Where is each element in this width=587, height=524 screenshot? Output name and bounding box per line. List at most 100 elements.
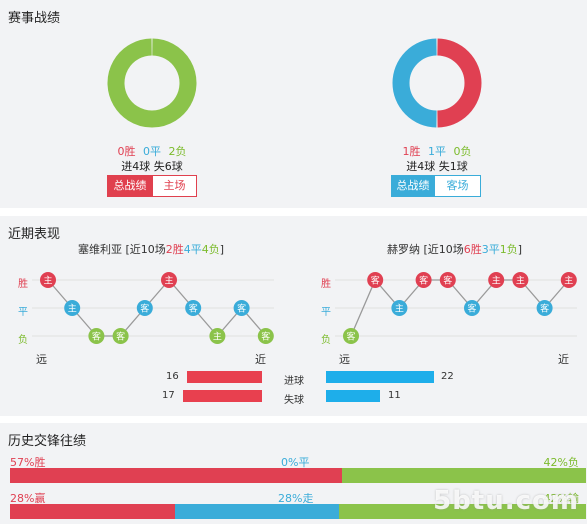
right-summary-w: 6胜 [463, 243, 482, 256]
history-row2-right: 42%输 [543, 492, 579, 505]
right-game-venue: 客 [346, 331, 355, 343]
right-game-dot [367, 272, 384, 288]
goals-against-label: 失球 [284, 395, 304, 406]
right-game-dot [464, 300, 480, 316]
right-game-dot [488, 272, 505, 288]
watermark-logo: 5btu.com [433, 486, 579, 516]
left-wdl: 0胜 0平 2负 [92, 143, 212, 159]
left-game-point-5[interactable]: 客 [136, 300, 153, 316]
right-draw: 1平 [428, 145, 446, 158]
right-game-point-2[interactable]: 客 [367, 272, 384, 288]
left-near-label: 近 [255, 353, 266, 366]
left-team-summary: 塞维利亚 [近10场2胜4平4负] [78, 241, 224, 257]
left-tabs: 总战绩 主场 [107, 175, 197, 197]
left-game-point-2[interactable]: 主 [64, 300, 81, 316]
left-game-point-9[interactable]: 客 [233, 300, 250, 316]
right-game-point-3[interactable]: 主 [391, 300, 408, 316]
tab-left-home[interactable]: 主场 [153, 175, 197, 197]
right-summary-post: ] [517, 243, 523, 256]
right-summary-pre: [近10场 [420, 243, 464, 256]
right-game-point-5[interactable]: 客 [439, 272, 456, 288]
goals-for-right-value: 22 [441, 371, 454, 382]
right-near-label: 近 [558, 353, 569, 366]
left-summary-d: 4平 [183, 243, 202, 256]
history-row2-bar [10, 504, 586, 519]
left-game-venue: 客 [237, 303, 246, 315]
left-ylabel-win: 胜 [18, 279, 28, 290]
left-game-point-7[interactable]: 客 [185, 300, 202, 316]
right-summary-d: 3平 [481, 243, 500, 256]
left-summary-post: ] [219, 243, 225, 256]
right-game-dot [512, 272, 529, 288]
right-game-venue: 主 [492, 275, 501, 287]
history-row1-right: 42%负 [543, 456, 579, 469]
left-goals: 进4球 失6球 [121, 160, 183, 173]
right-game-point-10[interactable]: 主 [560, 272, 577, 288]
history-title: 历史交锋往绩 [8, 434, 87, 449]
goals-for-label: 进球 [284, 376, 304, 387]
right-ylabel-win: 胜 [321, 279, 331, 290]
history-row2-win-segment [10, 504, 175, 519]
left-donut-chart [107, 38, 197, 128]
right-game-point-1[interactable]: 客 [343, 328, 359, 344]
left-game-venue: 客 [261, 331, 270, 343]
right-game-point-9[interactable]: 客 [536, 300, 553, 316]
left-loss: 2负 [168, 145, 187, 158]
left-game-dot [233, 300, 250, 316]
tab-left-overall[interactable]: 总战绩 [107, 175, 153, 197]
left-game-point-10[interactable]: 客 [257, 328, 274, 344]
left-game-venue: 客 [140, 303, 149, 315]
left-team-name: 塞维利亚 [78, 243, 122, 256]
left-game-point-6[interactable]: 主 [161, 272, 177, 288]
left-game-dot [64, 300, 81, 316]
recent-section: 近期表现 塞维利亚 [近10场2胜4平4负] 赫罗纳 [近10场6胜3平1负] … [0, 216, 587, 416]
left-game-dot [257, 328, 274, 344]
right-team-summary: 赫罗纳 [近10场6胜3平1负] [387, 241, 522, 257]
left-game-point-3[interactable]: 客 [88, 328, 105, 344]
goals-against-right-bar [326, 390, 380, 402]
right-donut-svg [392, 38, 482, 128]
right-wdl: 1胜 1平 0负 [377, 143, 497, 159]
right-game-dot [391, 300, 408, 316]
left-game-dot [88, 328, 105, 344]
right-game-venue: 客 [467, 303, 476, 315]
history-row1-loss-segment [341, 468, 586, 483]
left-trend-line [47, 279, 267, 337]
right-game-point-4[interactable]: 客 [415, 272, 432, 288]
right-game-venue: 主 [516, 275, 525, 287]
goals-for-left-bar [187, 371, 262, 383]
left-game-dot [112, 328, 129, 344]
left-game-point-4[interactable]: 客 [112, 328, 129, 344]
right-game-venue: 客 [371, 275, 380, 287]
right-goals: 进4球 失1球 [406, 160, 468, 173]
left-donut-loss-segment [107, 38, 197, 128]
tab-right-overall[interactable]: 总战绩 [391, 175, 435, 197]
left-game-point-1[interactable]: 主 [40, 272, 56, 288]
tab-right-away[interactable]: 客场 [435, 175, 481, 197]
right-loss: 0负 [453, 145, 472, 158]
left-game-dot [136, 300, 153, 316]
right-ylabel-draw: 平 [321, 307, 331, 318]
right-game-dot [536, 300, 553, 316]
history-section: 历史交锋往绩 57%胜 0%平 42%负 28%赢 28%走 42%输 5btu… [0, 423, 587, 524]
right-game-point-7[interactable]: 主 [488, 272, 505, 288]
left-game-dot [161, 272, 177, 288]
history-row2-mid: 28%走 [278, 492, 314, 505]
left-far-label: 远 [36, 353, 47, 366]
left-game-point-8[interactable]: 主 [209, 328, 226, 344]
left-game-dot [209, 328, 226, 344]
right-game-dot [343, 328, 359, 344]
left-game-venue: 主 [213, 331, 222, 343]
history-row2-draw-segment [174, 504, 340, 519]
right-game-point-8[interactable]: 主 [512, 272, 529, 288]
right-ylabel-loss: 负 [321, 335, 331, 346]
right-game-venue: 客 [443, 275, 452, 287]
record-section: 赛事战绩 0胜 0平 2负 进4球 失6球 总战绩 主场 1胜 1平 0负 进4… [0, 0, 587, 208]
left-donut-svg [107, 38, 197, 128]
goals-for-right-bar [326, 371, 434, 383]
right-game-dot [560, 272, 577, 288]
history-row1-win-segment [10, 468, 342, 483]
right-game-point-6[interactable]: 客 [464, 300, 480, 316]
